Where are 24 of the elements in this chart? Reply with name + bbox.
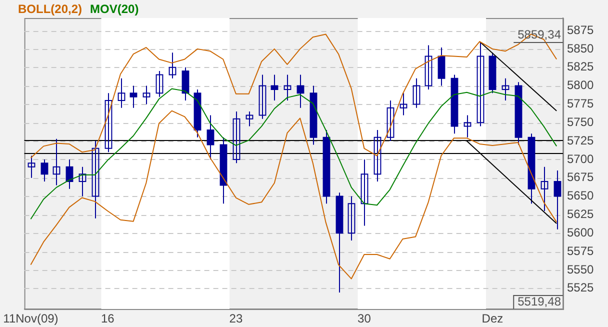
x-tick-label: 16 bbox=[101, 312, 115, 326]
y-tick-label: 5875 bbox=[567, 22, 594, 37]
y-tick-label: 5725 bbox=[567, 133, 594, 148]
y-tick-label: 5700 bbox=[567, 152, 594, 166]
y-tick-label: 5800 bbox=[567, 78, 594, 92]
y-tick-label: 5600 bbox=[567, 225, 594, 240]
x-tick-label: Dez bbox=[482, 312, 504, 326]
x-tick-label: 30 bbox=[358, 312, 372, 326]
y-tick-label: 5850 bbox=[567, 41, 594, 56]
y-tick-label: 5750 bbox=[567, 114, 594, 129]
y-tick-label: 5775 bbox=[567, 96, 594, 111]
y-tick-label: 5675 bbox=[567, 170, 594, 184]
y-tick-label: 5650 bbox=[567, 188, 594, 203]
y-tick-label: 5575 bbox=[567, 244, 594, 258]
annotation: 5859,34 bbox=[518, 27, 562, 42]
text: BOLL(20,2) bbox=[18, 2, 82, 16]
y-tick-label: 5625 bbox=[567, 207, 594, 222]
y-tick-label: 5525 bbox=[567, 280, 594, 295]
text: MOV(20) bbox=[90, 2, 139, 16]
annotation: 5519,48 bbox=[518, 294, 562, 308]
x-tick-label: 11Nov(09) bbox=[3, 312, 58, 326]
x-tick-label: 23 bbox=[229, 312, 243, 326]
y-tick-label: 5825 bbox=[567, 60, 594, 74]
y-tick-label: 5550 bbox=[567, 262, 594, 276]
